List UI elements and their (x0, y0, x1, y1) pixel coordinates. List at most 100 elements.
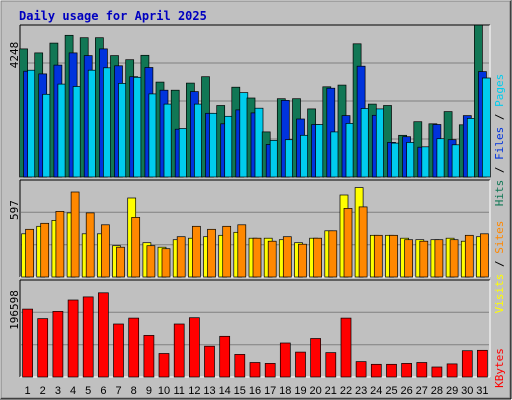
bar-sites-day-17 (267, 240, 277, 278)
x-tick-label-day-18: 18 (279, 385, 291, 397)
bar-sites-day-18 (282, 236, 292, 278)
bar-kbytes-day-9 (143, 335, 155, 378)
x-tick-label-day-31: 31 (476, 385, 488, 397)
bar-sites-day-9 (146, 245, 156, 278)
volume-ymax-label: 196598 (8, 290, 21, 330)
bar-pages-day-2 (42, 93, 52, 178)
x-tick-label-day-11: 11 (173, 385, 184, 397)
bar-pages-day-31 (482, 77, 491, 178)
x-tick-label-day-8: 8 (131, 385, 137, 397)
x-tick-label-day-23: 23 (355, 385, 367, 397)
bar-sites-day-25 (389, 234, 398, 278)
x-tick-label-day-7: 7 (115, 385, 121, 397)
bar-pages-day-18 (284, 139, 294, 178)
bar-kbytes-day-13 (204, 345, 215, 378)
bar-pages-day-21 (330, 131, 340, 178)
x-axis-labels: 1 2 3 4 5 6 7 8 9 10 11 12 13 14 15 16 17 18 19 20 21 22 23 24 2… (25, 385, 489, 397)
volume-legend: KBytes (493, 348, 506, 388)
bar-pages-day-24 (375, 108, 385, 178)
x-tick-label-day-26: 26 (400, 385, 412, 397)
bar-kbytes-day-8 (128, 317, 140, 378)
bar-kbytes-day-25 (386, 363, 397, 378)
bar-sites-day-29 (449, 239, 459, 278)
bar-pages-day-26 (406, 142, 415, 178)
bar-sites-day-19 (298, 243, 307, 278)
bar-kbytes-day-30 (461, 350, 473, 378)
x-tick-label-day-16: 16 (249, 385, 261, 397)
bar-sites-day-8 (131, 217, 141, 278)
requests-legend: Hits / Files / Pages (493, 74, 506, 207)
bar-sites-day-14 (222, 225, 232, 278)
bar-kbytes-day-22 (340, 317, 352, 378)
bar-kbytes-day-29 (446, 363, 458, 378)
bar-sites-day-23 (358, 206, 368, 278)
x-tick-label-day-14: 14 (219, 385, 231, 397)
x-tick-label-day-28: 28 (431, 385, 443, 397)
bar-sites-day-15 (237, 224, 247, 278)
bar-pages-day-7 (118, 83, 127, 178)
bar-sites-day-30 (464, 234, 474, 278)
legend-hits: Hits (493, 180, 506, 207)
chart-title: Daily usage for April 2025 (19, 9, 207, 23)
legend-separator: / (493, 107, 506, 127)
bar-kbytes-day-17 (264, 363, 276, 378)
bar-kbytes-day-27 (416, 362, 428, 378)
bar-sites-day-10 (161, 248, 171, 278)
bar-kbytes-day-19 (295, 351, 306, 378)
x-tick-label-day-17: 17 (264, 385, 276, 397)
x-tick-label-day-30: 30 (461, 385, 473, 397)
bar-pages-day-16 (254, 107, 264, 178)
legend-visits: Visits (493, 274, 506, 314)
bar-pages-day-8 (133, 76, 143, 178)
bar-pages-day-15 (239, 92, 249, 178)
bar-kbytes-day-2 (37, 318, 49, 378)
bar-sites-day-7 (116, 246, 125, 278)
bar-pages-day-11 (178, 128, 188, 178)
bar-kbytes-day-21 (325, 352, 337, 378)
bar-kbytes-day-12 (189, 317, 200, 378)
bar-kbytes-day-11 (173, 323, 185, 378)
x-tick-label-day-12: 12 (188, 385, 200, 397)
bar-sites-day-6 (101, 224, 110, 278)
x-tick-label-day-29: 29 (446, 385, 458, 397)
bar-sites-day-28 (434, 239, 444, 278)
bar-sites-day-11 (176, 236, 186, 278)
x-tick-label-day-13: 13 (203, 385, 215, 397)
bar-kbytes-day-14 (219, 335, 231, 378)
legends: Hits / Files / Pages Visits / Sites KBytes (493, 74, 506, 388)
x-tick-label-day-20: 20 (309, 385, 321, 397)
bar-kbytes-day-24 (370, 363, 382, 378)
requests-ymax-label: 4248 (8, 42, 21, 69)
x-tick-label-day-3: 3 (55, 385, 61, 397)
x-tick-label-day-6: 6 (100, 385, 106, 397)
x-tick-label-day-4: 4 (70, 385, 76, 397)
bar-pages-day-29 (451, 144, 461, 178)
legend-separator: / (493, 254, 506, 274)
bar-sites-day-1 (25, 228, 34, 278)
visitors-ymax-label: 597 (8, 200, 21, 220)
volume-panel (19, 279, 491, 378)
bar-kbytes-day-6 (98, 292, 109, 378)
bar-sites-day-31 (480, 233, 489, 278)
bar-kbytes-day-7 (113, 323, 124, 378)
bar-kbytes-day-28 (431, 366, 443, 378)
bar-sites-day-21 (328, 230, 338, 278)
bar-kbytes-day-3 (52, 311, 64, 378)
bar-pages-day-3 (57, 83, 67, 178)
legend-sites: Sites (493, 221, 506, 254)
bar-kbytes-day-16 (249, 362, 261, 378)
bar-kbytes-day-18 (279, 342, 291, 378)
bar-pages-day-13 (209, 112, 218, 178)
legend-pages: Pages (493, 74, 506, 107)
bar-pages-day-10 (163, 103, 173, 178)
x-tick-label-day-5: 5 (85, 385, 91, 397)
bar-pages-day-23 (360, 108, 370, 178)
x-tick-label-day-22: 22 (340, 385, 352, 397)
bar-kbytes-day-26 (401, 363, 412, 378)
bar-kbytes-day-23 (355, 361, 367, 378)
bar-kbytes-day-10 (158, 353, 170, 378)
x-tick-label-day-9: 9 (146, 385, 152, 397)
x-tick-label-day-15: 15 (234, 385, 246, 397)
x-tick-label-day-25: 25 (385, 385, 397, 397)
